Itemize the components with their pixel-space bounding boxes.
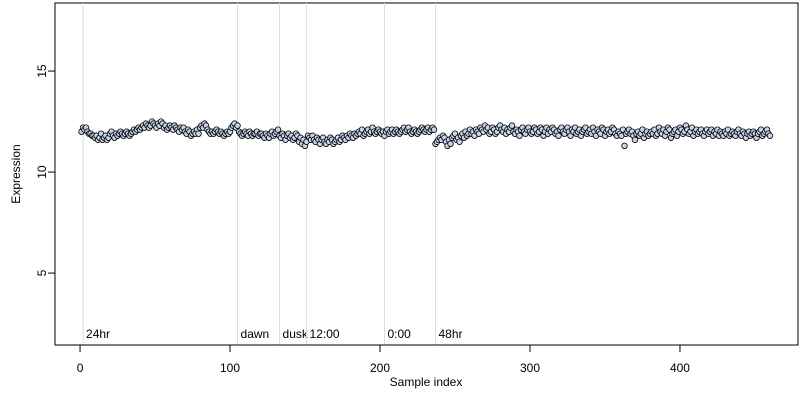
data-point — [621, 142, 628, 150]
y-tick-label: 15 — [35, 64, 49, 78]
marker-label: 0:00 — [388, 327, 412, 341]
x-tick-label: 200 — [370, 361, 390, 375]
data-point — [447, 140, 454, 147]
plot-frame — [54, 2, 799, 346]
marker-label: 24hr — [86, 327, 110, 341]
marker-label: dawn — [241, 327, 270, 341]
x-axis-label: Sample index — [390, 375, 463, 389]
x-tick-label: 0 — [77, 361, 84, 375]
marker-label: 48hr — [438, 327, 462, 341]
x-tick-label: 300 — [520, 361, 540, 375]
marker-label: 12:00 — [310, 327, 340, 341]
data-point — [631, 136, 639, 143]
data-point — [555, 132, 562, 139]
data-point — [516, 132, 523, 139]
x-tick-label: 400 — [670, 361, 690, 375]
data-point — [456, 138, 463, 145]
x-tick-label: 100 — [220, 361, 240, 375]
y-axis-label: Expression — [9, 144, 23, 203]
marker-label: dusk — [283, 327, 309, 341]
y-tick-label: 5 — [35, 269, 49, 276]
data-point — [766, 132, 774, 139]
data-point — [508, 122, 516, 129]
y-tick-label: 10 — [35, 165, 49, 179]
data-point — [430, 126, 438, 133]
data-point — [195, 130, 202, 137]
data-point — [274, 126, 282, 133]
data-point — [234, 122, 241, 129]
